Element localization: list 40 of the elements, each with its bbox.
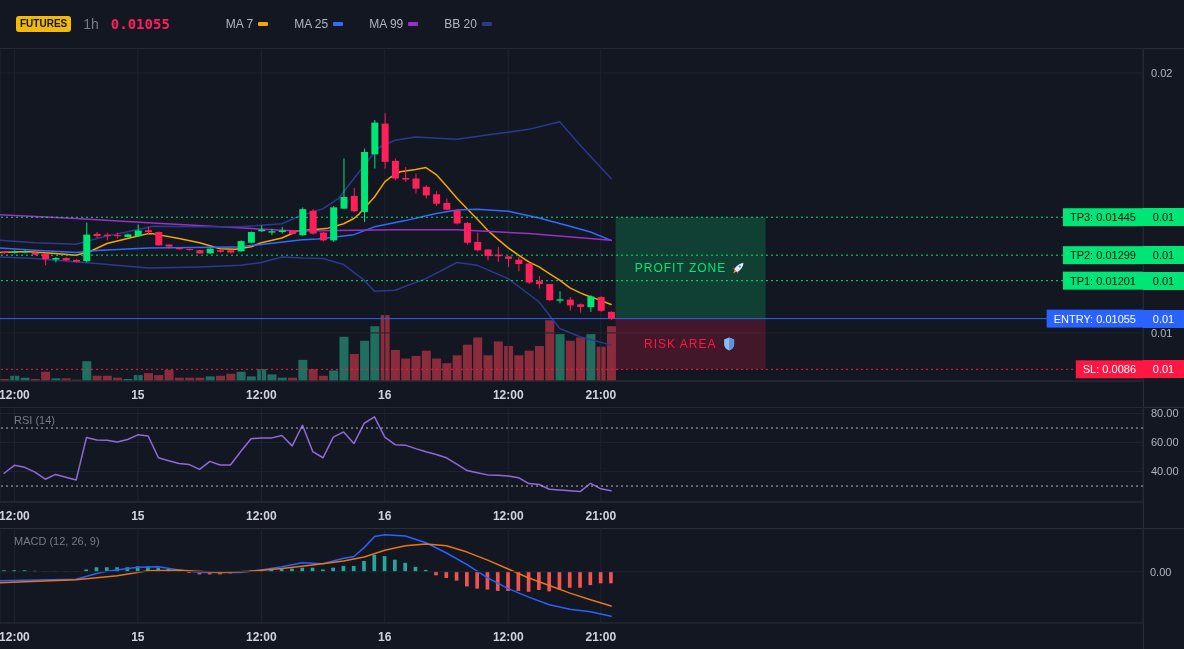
x-tick-label: 16	[378, 629, 392, 644]
x-tick-label: 12:00	[0, 629, 31, 644]
ref-line-label: TP2: 0.01299	[1069, 249, 1137, 262]
x-tick-label: 21:00	[585, 629, 617, 644]
x-tick-label: 15	[131, 508, 145, 523]
chart-title: MACD (12, 26, 9)	[14, 535, 100, 547]
x-tick-label: 12:00	[245, 387, 277, 402]
y-tick-label: 40.00	[1151, 465, 1179, 478]
band-label: RISK AREA	[644, 336, 717, 351]
legend-label: BB 20	[444, 17, 477, 31]
y-tick-label: 0.01	[1151, 326, 1173, 339]
x-tick-label: 16	[378, 508, 392, 523]
x-tick-label: 15	[131, 629, 145, 644]
x-tick-label: 15	[131, 387, 145, 402]
legend-label: MA 7	[225, 17, 254, 31]
ref-line-label: 0.00	[1150, 565, 1172, 578]
text: FUTURES	[16, 16, 72, 32]
x-tick-label: 16	[378, 387, 392, 402]
text: RSI (14)	[14, 414, 55, 426]
text: 1h	[83, 15, 99, 33]
ref-line-label: ENTRY: 0.01055	[1053, 312, 1137, 325]
legend-label: MA 25	[294, 17, 329, 31]
ref-line-label: TP3: 0.01445	[1069, 211, 1137, 224]
x-tick-label: 21:00	[585, 387, 617, 402]
ref-line-label: TP1: 0.01201	[1069, 274, 1137, 287]
y-tick-label: 60.00	[1151, 436, 1179, 449]
legend-label: MA 99	[369, 17, 404, 31]
x-tick-label: 12:00	[245, 629, 277, 644]
x-tick-label: 12:00	[0, 387, 31, 402]
x-tick-label: 21:00	[585, 508, 617, 523]
x-tick-label: 12:00	[0, 508, 31, 523]
band-label: PROFIT ZONE	[634, 260, 727, 275]
y-tick-label: 80.00	[1151, 407, 1179, 420]
text: 0.01055	[110, 15, 170, 33]
x-tick-label: 12:00	[492, 387, 524, 402]
x-tick-label: 12:00	[492, 508, 524, 523]
x-tick-label: 12:00	[492, 629, 524, 644]
x-tick-label: 12:00	[245, 508, 277, 523]
y-tick-label: 0.02	[1151, 66, 1173, 79]
ref-line-label: SL: 0.0086	[1082, 363, 1137, 376]
